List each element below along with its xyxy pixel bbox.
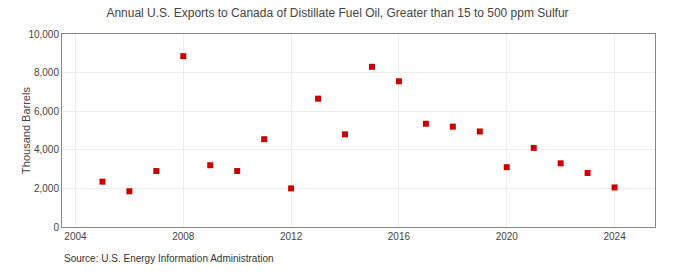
svg-text:Annual U.S. Exports to Canada: Annual U.S. Exports to Canada of Distill… [106,6,568,20]
svg-text:Source: U.S. Energy Informatio: Source: U.S. Energy Information Administ… [64,253,274,264]
svg-text:4,000: 4,000 [34,144,59,155]
svg-text:2,000: 2,000 [34,183,59,194]
svg-text:2020: 2020 [496,231,519,242]
svg-text:2008: 2008 [172,231,195,242]
svg-text:2012: 2012 [280,231,303,242]
svg-text:8,000: 8,000 [34,67,59,78]
svg-text:Thousand Barrels: Thousand Barrels [20,87,32,174]
svg-text:2016: 2016 [388,231,411,242]
svg-text:10,000: 10,000 [28,29,59,40]
svg-text:0: 0 [53,222,59,233]
svg-text:6,000: 6,000 [34,106,59,117]
svg-text:2004: 2004 [64,231,87,242]
svg-text:2024: 2024 [603,231,626,242]
